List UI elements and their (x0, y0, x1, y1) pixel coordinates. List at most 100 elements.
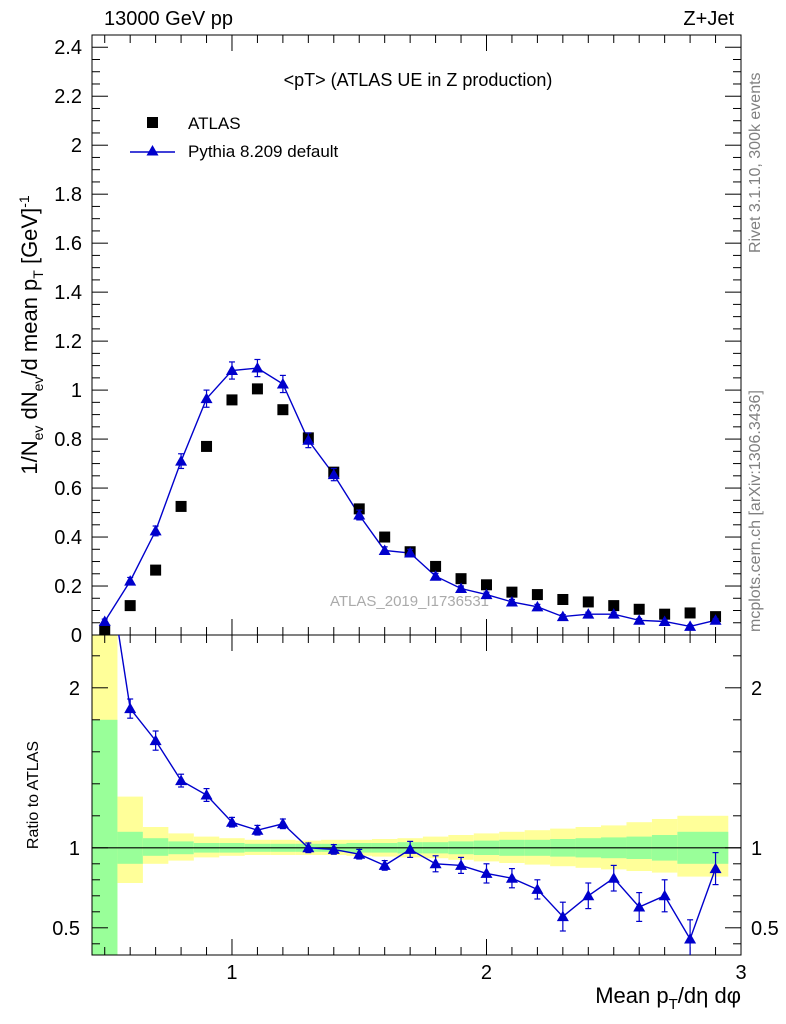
ratio-plot-frame (91, 634, 742, 956)
pythia-point (149, 524, 162, 536)
ratio-point (200, 789, 213, 800)
pythia-point (531, 600, 544, 612)
pythia-point (276, 377, 289, 389)
y-tick-label: 2.2 (54, 86, 82, 108)
atlas-point (506, 586, 518, 598)
ratio-point (378, 859, 391, 870)
y-tick-label: 1.4 (54, 282, 82, 304)
atlas-point (277, 404, 289, 416)
pythia-point (607, 608, 620, 619)
atlas-point (480, 579, 492, 591)
ratio-point (556, 910, 569, 922)
y-tick-label: 1.2 (54, 331, 82, 353)
ratio-y-tick-label-right: 1 (751, 838, 762, 860)
y-tick-label: 0 (71, 625, 82, 647)
pythia-point (327, 468, 340, 480)
ratio-point (99, 538, 111, 549)
ratio-point (175, 774, 188, 786)
atlas-point (99, 624, 111, 635)
x-tick-label: 2 (481, 962, 492, 984)
atlas-point (353, 503, 365, 515)
x-tick-label: 3 (735, 962, 746, 984)
ratio-y-axis-label: Ratio to ATLAS (25, 741, 42, 849)
atlas-point (659, 608, 671, 620)
atlas-point (455, 573, 467, 585)
band-inner-segment (92, 719, 118, 955)
pythia-line (104, 367, 716, 628)
x-tick-label: 1 (226, 962, 237, 984)
y-tick-label: 1.6 (54, 233, 82, 255)
y-tick-label: 0.4 (54, 527, 82, 549)
ratio-point (353, 848, 366, 859)
pythia-point (302, 434, 315, 445)
legend-marker-pythia (146, 145, 159, 156)
atlas-point (150, 564, 162, 576)
plot-title: <pT> (ATLAS UE in Z production) (284, 70, 553, 90)
pythia-point (709, 614, 722, 625)
header-process-label: Z+Jet (683, 8, 734, 30)
y-tick-label: 1.8 (54, 184, 82, 206)
atlas-point (684, 607, 696, 619)
atlas-point (608, 600, 620, 612)
ratio-point (225, 816, 238, 827)
ratio-y-tick-label: 0.5 (52, 918, 80, 940)
atlas-point (175, 500, 187, 512)
pythia-point (582, 608, 595, 619)
pythia-point (658, 615, 671, 627)
pythia-point (455, 582, 468, 593)
ratio-point (276, 817, 289, 829)
pythia-point (200, 392, 213, 404)
ratio-point (302, 841, 315, 853)
atlas-point (226, 394, 238, 406)
ratio-y-tick-label: 1 (69, 838, 80, 860)
header-energy-label: 13000 GeV pp (104, 8, 233, 30)
atlas-point (251, 383, 263, 395)
ratio-point (455, 859, 468, 870)
pythia-point (404, 546, 417, 558)
ratio-point (327, 843, 340, 854)
pythia-point (353, 509, 366, 520)
ratio-point (480, 867, 493, 878)
atlas-point (430, 560, 442, 572)
legend-label-pythia: Pythia 8.209 default (188, 142, 339, 161)
y-tick-label: 1 (71, 380, 82, 402)
ratio-panel-series (99, 538, 722, 955)
legend-marker-atlas (147, 117, 158, 128)
analysis-watermark: ATLAS_2019_I1736531 (330, 593, 489, 610)
pythia-point (505, 595, 518, 607)
y-tick-label: 0.8 (54, 429, 82, 451)
pythia-point (480, 588, 493, 600)
atlas-point (633, 603, 645, 615)
ratio-point (607, 872, 620, 883)
atlas-point (124, 600, 136, 612)
pythia-point (251, 362, 264, 373)
pythia-point (633, 614, 646, 625)
y-tick-label: 2 (71, 135, 82, 157)
pythia-point (175, 455, 188, 466)
y-tick-label: 0.2 (54, 576, 82, 598)
ratio-point (505, 872, 518, 883)
atlas-point (582, 596, 594, 608)
pythia-point (378, 544, 391, 556)
ratio-point (531, 883, 544, 894)
y-tick-label: 0.6 (54, 478, 82, 500)
ratio-point (404, 843, 417, 854)
band-inner-segment (142, 838, 169, 856)
ratio-point (124, 702, 137, 714)
pythia-point (225, 364, 238, 376)
pythia-point (98, 615, 111, 627)
y-tick-label: 2.4 (54, 37, 82, 59)
atlas-point (201, 440, 213, 452)
ratio-point (684, 933, 697, 944)
ratio-y-tick-label-right: 2 (751, 678, 762, 700)
atlas-point (557, 593, 569, 605)
ratio-bands (92, 635, 729, 955)
pythia-point (556, 610, 569, 622)
x-axis-label: Mean pT/dη dφ (595, 983, 741, 1013)
atlas-point (379, 531, 391, 543)
atlas-point (531, 589, 543, 601)
pythia-point (124, 575, 137, 586)
pythia-point (684, 620, 697, 631)
